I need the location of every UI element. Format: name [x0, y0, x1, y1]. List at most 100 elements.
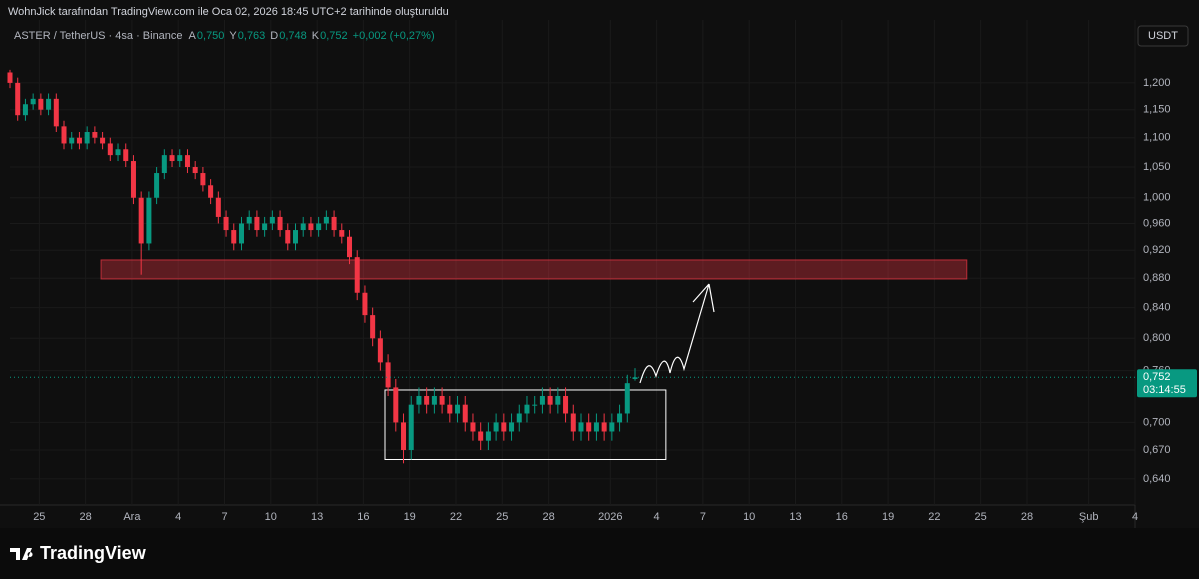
x-tick-label: 28 — [1021, 511, 1033, 523]
y-tick-label: 0,670 — [1143, 444, 1171, 456]
ohlc-value: 0,752 — [320, 30, 348, 42]
candle-body — [424, 395, 430, 405]
candle-body — [532, 404, 538, 406]
price-change: +0,002 (+0,27%) — [353, 30, 435, 42]
candle-body — [439, 395, 445, 405]
candle-body — [223, 216, 229, 231]
candle-body — [617, 413, 623, 423]
x-tick-label: 10 — [743, 511, 755, 523]
candle-body — [578, 422, 584, 432]
x-tick-label: 16 — [357, 511, 369, 523]
ohlc-value: 0,750 — [197, 30, 225, 42]
x-tick-label: 28 — [79, 511, 91, 523]
x-tick-label: 25 — [975, 511, 987, 523]
candle-body — [539, 395, 545, 405]
candle-body — [277, 216, 283, 231]
resistance-zone — [100, 259, 968, 280]
y-tick-label: 1,000 — [1143, 192, 1171, 204]
candle-body — [478, 431, 484, 441]
candle-body — [339, 230, 345, 237]
candle-body — [354, 257, 360, 293]
last-price-tag — [1137, 369, 1197, 398]
x-tick-label: 4 — [175, 511, 181, 523]
candle-body — [516, 413, 522, 423]
candle-body — [46, 98, 52, 110]
countdown: 03:14:55 — [1143, 384, 1186, 396]
candle-body — [161, 155, 167, 174]
candle-body — [292, 230, 299, 244]
candle-body — [346, 236, 353, 258]
y-tick-label: 0,880 — [1143, 272, 1171, 284]
candle-body — [22, 104, 28, 116]
candle-body — [215, 197, 221, 217]
x-tick-label: 25 — [496, 511, 508, 523]
candle-body — [262, 223, 268, 231]
candle-body — [401, 422, 407, 451]
candles — [7, 69, 1135, 464]
projection-arrow — [639, 283, 715, 384]
candle-body — [416, 395, 422, 405]
candle-body — [123, 149, 129, 162]
candle-body — [632, 377, 638, 379]
candle-body — [586, 422, 592, 432]
brand: TradingView — [40, 543, 147, 563]
y-tick-label: 0,920 — [1143, 244, 1171, 256]
x-tick-label: 28 — [542, 511, 554, 523]
y-tick-label: 0,700 — [1143, 416, 1171, 428]
candle-body — [169, 155, 175, 162]
ohlc-value: 0,748 — [279, 30, 307, 42]
symbol: ASTER / TetherUS · 4sa · Binance — [14, 30, 183, 42]
candle-body — [200, 173, 206, 186]
candle-body — [7, 72, 13, 83]
x-tick-label: 19 — [404, 511, 416, 523]
candle-body — [323, 216, 329, 224]
x-tick-label: 2026 — [598, 511, 622, 523]
candle-body — [563, 395, 569, 414]
x-tick-label: 22 — [928, 511, 940, 523]
candle-body — [447, 404, 453, 414]
x-tick-label: Şub — [1079, 511, 1099, 523]
footer-bg — [0, 528, 1199, 579]
candle-body — [362, 292, 368, 316]
y-tick-label: 0,800 — [1143, 332, 1171, 344]
candle-body — [509, 422, 515, 432]
y-tick-label: 1,150 — [1143, 104, 1171, 116]
candle-body — [76, 137, 82, 144]
x-tick-label: 4 — [1132, 511, 1138, 523]
candle-body — [30, 98, 36, 105]
candle-body — [146, 197, 152, 244]
candle-body — [192, 167, 198, 174]
candle-body — [269, 216, 275, 224]
range-box — [384, 389, 667, 460]
currency[interactable]: USDT — [1148, 30, 1178, 42]
candle-body — [184, 155, 190, 168]
candle-body — [609, 422, 615, 432]
candle-body — [462, 404, 468, 423]
x-tick-label: 7 — [221, 511, 227, 523]
candle-body — [601, 422, 607, 432]
candle-body — [393, 387, 399, 423]
candle-body — [570, 413, 576, 432]
candle-body — [53, 98, 59, 127]
x-tick-label: 16 — [836, 511, 848, 523]
candle-body — [501, 422, 507, 432]
candle-body — [370, 315, 376, 339]
candle-body — [316, 223, 322, 231]
candle-body — [107, 143, 113, 156]
candle-body — [377, 338, 383, 363]
candle-body — [593, 422, 599, 432]
x-tick-label: 7 — [700, 511, 706, 523]
ohlc-key: Y — [229, 30, 237, 42]
candle-body — [208, 185, 214, 198]
y-tick-label: 0,840 — [1143, 301, 1171, 313]
ohlc-key: K — [312, 30, 320, 42]
currency-button[interactable] — [1137, 25, 1189, 47]
ohlc-key: D — [270, 30, 278, 42]
candle-body — [246, 216, 252, 224]
x-tick-label: 13 — [311, 511, 323, 523]
x-tick-label: 10 — [265, 511, 277, 523]
candle-body — [331, 216, 337, 231]
candle-body — [431, 395, 437, 405]
